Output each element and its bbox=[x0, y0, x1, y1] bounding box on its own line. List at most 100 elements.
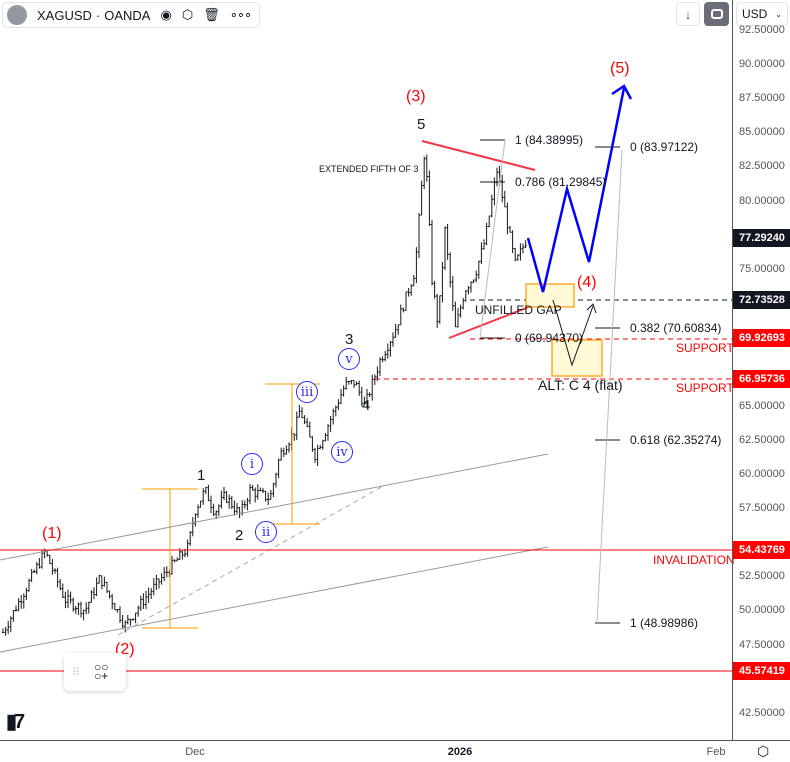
ohlc-bar bbox=[410, 284, 413, 296]
eye-icon[interactable]: ◉ bbox=[160, 7, 172, 22]
wave-label-primary-4: (4) bbox=[577, 274, 597, 291]
fullscreen-button[interactable] bbox=[704, 2, 729, 26]
wave-label-minor-ii: ii bbox=[255, 521, 277, 543]
ohlc-bar bbox=[74, 605, 77, 614]
ohlc-bar bbox=[196, 504, 200, 518]
ohlc-bar bbox=[100, 575, 103, 590]
ohlc-bar bbox=[329, 416, 332, 433]
price-axis[interactable]: 92.50000 90.00000 87.50000 85.00000 82.50000… bbox=[732, 0, 790, 740]
ohlc-bar bbox=[441, 262, 444, 303]
chevron-down-icon: ⌄ bbox=[775, 9, 782, 19]
ohlc-bar bbox=[381, 356, 384, 363]
ohlc-bar bbox=[51, 559, 54, 575]
ohlc-bar bbox=[475, 270, 478, 283]
ohlc-bar bbox=[259, 487, 262, 492]
more-icon[interactable]: ∘∘∘ bbox=[229, 7, 252, 22]
ohlc-bar bbox=[204, 486, 207, 495]
ohlc-bar bbox=[345, 376, 348, 390]
price-tick: 42.50000 bbox=[739, 706, 785, 719]
ohlc-bar bbox=[306, 417, 309, 428]
ohlc-bar bbox=[368, 392, 371, 398]
ohlc-bar bbox=[358, 380, 361, 396]
ohlc-bar bbox=[150, 588, 153, 600]
price-tick: 92.50000 bbox=[739, 23, 785, 36]
symbol-legend[interactable]: XAGUSD · OANDA ◉ ⬡ 🗑 ∘∘∘ bbox=[2, 2, 261, 28]
ohlc-bar bbox=[103, 576, 106, 587]
ohlc-bar bbox=[350, 379, 353, 385]
wave-4-target-zone bbox=[525, 283, 575, 308]
wave-label-minor-v: v bbox=[338, 348, 360, 370]
ohlc-bar bbox=[1, 628, 5, 634]
ohlc-bar bbox=[134, 612, 137, 624]
fib2-level-0618: 0.618 (62.35274) bbox=[630, 433, 722, 447]
trash-icon[interactable]: 🗑 bbox=[203, 7, 220, 22]
time-label-2026: 2026 bbox=[447, 746, 473, 758]
ohlc-bar bbox=[222, 486, 226, 501]
ohlc-bar bbox=[391, 332, 395, 347]
ohlc-bar bbox=[482, 239, 486, 250]
ohlc-bar bbox=[155, 574, 158, 591]
ohlc-bar bbox=[189, 531, 192, 546]
alt-scenario-note: ALT: C 4 (flat) bbox=[538, 377, 623, 393]
currency-select[interactable]: USD ⌄ bbox=[736, 2, 788, 26]
ohlc-bar bbox=[472, 279, 475, 284]
ohlc-bar bbox=[144, 590, 148, 610]
chart-canvas[interactable] bbox=[0, 0, 732, 740]
ohlc-bar bbox=[264, 490, 267, 502]
symbol-name[interactable]: XAGUSD bbox=[37, 7, 92, 23]
axis-settings-icon[interactable]: ⬡ bbox=[757, 743, 770, 759]
channel-dashed-line bbox=[117, 484, 386, 636]
wave-label-1: 1 bbox=[197, 467, 206, 484]
fib-retracement-1 bbox=[479, 139, 506, 339]
ohlc-bar bbox=[238, 506, 241, 519]
ohlc-bar bbox=[514, 247, 517, 262]
drag-handle-icon[interactable]: ⠿ bbox=[72, 666, 81, 679]
ohlc-bar bbox=[163, 566, 166, 581]
ohlc-bar bbox=[371, 374, 374, 401]
ohlc-bar bbox=[142, 593, 145, 609]
ohlc-bar bbox=[261, 488, 265, 493]
ohlc-bar bbox=[477, 260, 480, 279]
settings-icon[interactable]: ⬡ bbox=[181, 7, 194, 22]
ohlc-bar bbox=[282, 447, 285, 458]
ohlc-bar bbox=[298, 405, 301, 418]
ohlc-bar bbox=[428, 170, 431, 227]
ohlc-bar bbox=[105, 581, 109, 593]
price-tick: 87.50000 bbox=[739, 92, 785, 105]
add-widget-icon[interactable]: ○○ ○+ bbox=[94, 660, 109, 683]
ohlc-bar bbox=[215, 510, 218, 520]
wave-label-3: 3 bbox=[345, 331, 354, 348]
price-tick: 52.50000 bbox=[739, 570, 785, 583]
ohlc-bar bbox=[303, 415, 306, 425]
ohlc-bar bbox=[467, 286, 470, 295]
ohlc-bar bbox=[235, 502, 239, 514]
ohlc-bar bbox=[430, 219, 434, 286]
ohlc-bar bbox=[59, 578, 62, 591]
ohlc-bar bbox=[251, 484, 254, 491]
ohlc-bar bbox=[469, 281, 473, 293]
ohlc-bar bbox=[61, 583, 64, 598]
ohlc-bar bbox=[480, 242, 483, 265]
ohlc-bar bbox=[202, 488, 205, 505]
ohlc-bar bbox=[277, 458, 280, 479]
ohlc-bar bbox=[35, 561, 38, 575]
ohlc-bar bbox=[519, 243, 522, 261]
ohlc-bar bbox=[246, 498, 249, 511]
scroll-to-latest-button[interactable]: ↓ bbox=[676, 2, 700, 26]
ohlc-bar bbox=[378, 357, 382, 377]
ohlc-bar bbox=[524, 240, 527, 249]
time-axis[interactable]: Dec 2026 Feb ⬡ bbox=[0, 740, 790, 762]
ohlc-bar bbox=[90, 590, 93, 603]
ohlc-bar bbox=[332, 408, 335, 425]
ohlc-bar bbox=[316, 444, 319, 466]
ohlc-bar bbox=[113, 602, 116, 611]
floating-drawing-toolbar[interactable]: ⠿ ○○ ○+ bbox=[64, 653, 126, 691]
extended-fifth-note: EXTENDED FIFTH OF 3 bbox=[319, 164, 419, 174]
ohlc-bar bbox=[384, 350, 387, 362]
ohlc-bar bbox=[186, 539, 189, 557]
wave-label-primary-3: (3) bbox=[406, 88, 426, 105]
ohlc-bar bbox=[147, 587, 150, 603]
ohlc-bar bbox=[111, 594, 114, 610]
fullscreen-icon bbox=[710, 9, 723, 19]
ohlc-bar bbox=[220, 490, 223, 509]
